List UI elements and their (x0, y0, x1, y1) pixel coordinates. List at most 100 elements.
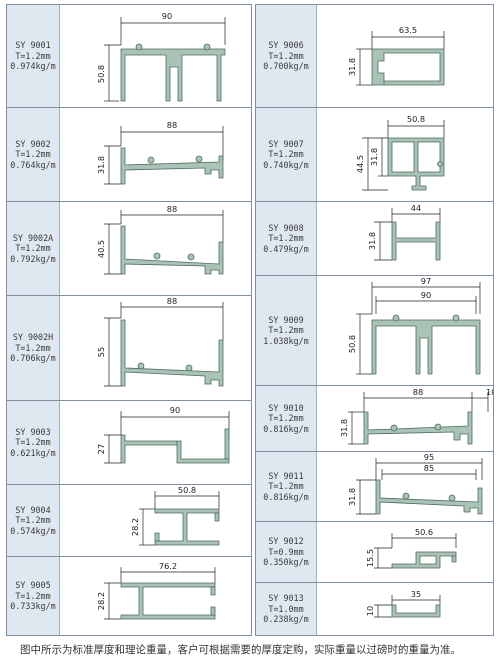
inner-dimension: 85 (424, 463, 434, 473)
profile-spec-label: SY 9012 T=0.9mm 0.350kg/m (256, 522, 317, 582)
width-dimension: 50.8 (407, 114, 425, 124)
profile-row-sy9002: SY 9002 T=1.2mm 0.764kg/m 88 31.8 (6, 107, 252, 202)
profile-drawing: 50.8 44.5 31.8 (316, 108, 493, 201)
profile-spec-label: SY 9006 T=1.2mm 0.700kg/m (256, 5, 317, 107)
width-dimension: 95 (424, 452, 434, 462)
profile-row-sy9008: SY 9008 T=1.2mm 0.479kg/m 44 31.8 (255, 201, 494, 276)
profile-shape (371, 48, 445, 86)
profile-section-drawing: 88 10.2 31.8 (339, 387, 493, 445)
profile-row-sy9001: SY 9001 T=1.2mm 0.974kg/m 90 50.8 (6, 4, 252, 108)
width-dimension: 50.8 (178, 485, 196, 495)
profile-weight: 0.706kg/m (10, 353, 56, 364)
profile-shape (375, 479, 483, 515)
profile-thickness: T=1.2mm (15, 342, 51, 353)
profile-code: SY 9007 (268, 138, 304, 149)
width-dimension: 88 (413, 387, 423, 397)
height-dimension: 10 (365, 606, 375, 616)
profile-section-drawing: 90 27 (96, 405, 230, 464)
profile-weight: 0.740kg/m (263, 159, 309, 170)
profile-shape (391, 551, 457, 569)
inner-dimension: 90 (421, 290, 431, 300)
profile-thickness: T=1.0mm (268, 603, 304, 614)
profile-shape (391, 221, 441, 261)
width-dimension: 44 (411, 203, 421, 213)
height-dimension: 31.8 (347, 488, 357, 506)
profile-thickness: T=1.2mm (15, 243, 51, 254)
profile-drawing: 44 31.8 (316, 202, 493, 275)
profile-section-drawing: 50.6 15.5 (365, 527, 457, 569)
right-column: SY 9006 T=1.2mm 0.700kg/m 63.5 31.8 (255, 4, 494, 636)
profile-section-drawing: 97 90 50.8 (347, 276, 481, 375)
profile-code: SY 9012 (268, 536, 304, 547)
profile-section-drawing: 76.2 28.2 (96, 561, 216, 620)
profile-weight: 0.700kg/m (263, 61, 309, 72)
height-dimension: 27 (96, 444, 106, 454)
height-dimension: 28.2 (96, 592, 106, 610)
profile-row-sy9012: SY 9012 T=0.9mm 0.350kg/m 50.6 15.5 (255, 521, 494, 583)
profile-code: SY 9005 (15, 580, 51, 591)
profile-drawing: 50.6 15.5 (316, 522, 493, 582)
profile-thickness: T=1.2mm (268, 325, 304, 336)
width-dimension: 88 (167, 204, 177, 214)
profile-section-drawing: 50.8 44.5 31.8 (355, 114, 445, 191)
profile-shape (120, 225, 224, 275)
profile-code: SY 9001 (15, 40, 51, 51)
profile-drawing: 88 55 (59, 296, 251, 400)
profile-weight: 0.621kg/m (10, 447, 56, 458)
profile-thickness: T=1.2mm (15, 50, 51, 61)
profile-spec-label: SY 9002H T=1.2mm 0.706kg/m (7, 296, 60, 400)
height-dimension: 55 (96, 347, 106, 357)
profile-section-drawing: 95 85 31.8 (347, 452, 483, 515)
profile-spec-label: SY 9011 T=1.2mm 0.816kg/m (256, 452, 317, 521)
profile-weight: 0.574kg/m (10, 525, 56, 536)
profile-section-drawing: 88 55 (96, 296, 224, 387)
profile-row-sy9010: SY 9010 T=1.2mm 0.816kg/m 88 10.2 31.8 (255, 385, 494, 452)
profile-row-sy9002h: SY 9002H T=1.2mm 0.706kg/m 88 55 (6, 295, 252, 401)
height-dimension: 15.5 (365, 549, 375, 567)
profile-drawing: 35 10 (316, 583, 493, 635)
profile-shape (120, 428, 230, 464)
height-dimension: 40.5 (96, 240, 106, 258)
profile-spec-label: SY 9009 T=1.2mm 1.038kg/m (256, 276, 317, 385)
profile-shape (120, 43, 226, 102)
profile-row-sy9013: SY 9013 T=1.0mm 0.238kg/m 35 10 (255, 582, 494, 636)
profile-row-sy9009: SY 9009 T=1.2mm 1.038kg/m 97 90 50.8 (255, 275, 494, 386)
profile-section-drawing: 88 31.8 (96, 120, 224, 185)
profile-row-sy9006: SY 9006 T=1.2mm 0.700kg/m 63.5 31.8 (255, 4, 494, 108)
profile-spec-label: SY 9010 T=1.2mm 0.816kg/m (256, 386, 317, 451)
profile-drawing: 50.8 28.2 (59, 485, 251, 556)
footer-note: 图中所示为标准厚度和理论重量，客户可根据需要的厚度定购，实际重量以过磅时的重量为… (20, 644, 461, 656)
profile-weight: 0.816kg/m (263, 491, 309, 502)
profile-thickness: T=1.2mm (15, 590, 51, 601)
profile-code: SY 9006 (268, 40, 304, 51)
profile-section-drawing: 90 50.8 (96, 11, 226, 102)
profile-shape (387, 137, 445, 191)
profile-thickness: T=1.2mm (268, 481, 304, 492)
height-dimension: 31.8 (339, 419, 349, 437)
profile-row-sy9011: SY 9011 T=1.2mm 0.816kg/m 95 85 31.8 (255, 451, 494, 522)
profile-spec-label: SY 9002A T=1.2mm 0.792kg/m (7, 202, 60, 295)
profile-shape (363, 411, 473, 445)
profile-row-sy9007: SY 9007 T=1.2mm 0.740kg/m 50.8 44.5 31.8 (255, 107, 494, 202)
profile-drawing: 63.5 31.8 (316, 5, 493, 107)
profile-spec-label: SY 9007 T=1.2mm 0.740kg/m (256, 108, 317, 201)
profile-spec-label: SY 9001 T=1.2mm 0.974kg/m (7, 5, 60, 107)
profile-weight: 0.764kg/m (10, 159, 56, 170)
profile-spec-label: SY 9013 T=1.0mm 0.238kg/m (256, 583, 317, 635)
profile-code: SY 9013 (268, 593, 304, 604)
profile-weight: 0.974kg/m (10, 61, 56, 72)
profile-drawing: 95 85 31.8 (316, 452, 493, 521)
profile-spec-label: SY 9003 T=1.2mm 0.621kg/m (7, 401, 60, 484)
inner-dimension: 31.8 (369, 148, 379, 166)
profile-row-sy9002a: SY 9002A T=1.2mm 0.792kg/m 88 40.5 (6, 201, 252, 296)
profile-catalog-sheet: SY 9001 T=1.2mm 0.974kg/m 90 50.8 (6, 4, 494, 636)
width-dimension: 88 (167, 296, 177, 306)
profile-drawing: 88 31.8 (59, 108, 251, 201)
height-dimension: 50.8 (96, 65, 106, 83)
width-dimension: 88 (167, 120, 177, 130)
profile-shape (391, 604, 441, 618)
profile-weight: 0.479kg/m (263, 243, 309, 254)
profile-row-sy9003: SY 9003 T=1.2mm 0.621kg/m 90 27 (6, 400, 252, 485)
profile-row-sy9005: SY 9005 T=1.2mm 0.733kg/m 76.2 28.2 (6, 556, 252, 636)
profile-code: SY 9003 (15, 426, 51, 437)
